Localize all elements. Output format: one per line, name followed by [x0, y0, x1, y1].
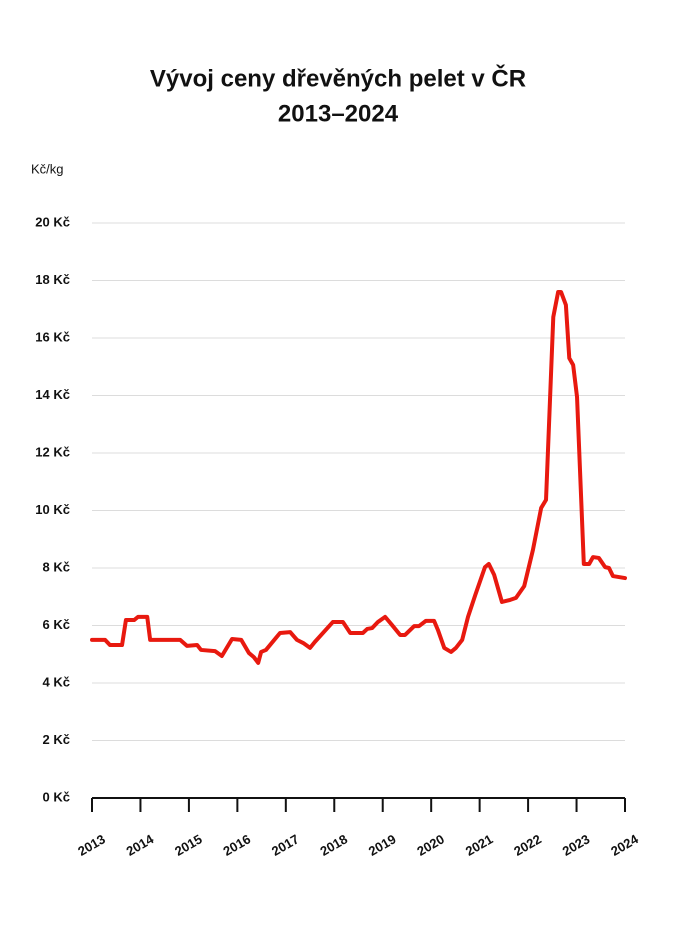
- data-line: [90, 290, 627, 665]
- x-tick-label: 2022: [511, 831, 544, 858]
- x-tick-label: 2016: [221, 831, 254, 858]
- y-axis-label: Kč/kg: [31, 161, 64, 176]
- y-tick-label: 20 Kč: [35, 214, 70, 229]
- y-tick-label: 6 Kč: [43, 617, 70, 632]
- y-tick-label: 18 Kč: [35, 272, 70, 287]
- x-tick-label: 2013: [75, 831, 108, 858]
- x-tick-label: 2020: [414, 831, 447, 858]
- x-tick-label: 2015: [172, 831, 205, 858]
- x-tick-label: 2017: [269, 831, 302, 858]
- y-tick-label: 8 Kč: [43, 559, 70, 574]
- x-tick-label: 2024: [608, 831, 641, 859]
- x-tick-label: 2014: [124, 831, 157, 859]
- y-tick-label: 0 Kč: [43, 789, 70, 804]
- x-tick-label: 2019: [366, 831, 399, 858]
- x-tick-label: 2021: [463, 831, 496, 858]
- chart-subtitle: 2013–2024: [278, 100, 399, 127]
- y-tick-label: 16 Kč: [35, 329, 70, 344]
- x-tick-label: 2018: [317, 831, 350, 858]
- y-tick-label: 12 Kč: [35, 444, 70, 459]
- y-tick-label: 10 Kč: [35, 502, 70, 517]
- y-tick-label: 14 Kč: [35, 387, 70, 402]
- y-tick-label: 4 Kč: [43, 674, 70, 689]
- y-tick-label: 2 Kč: [43, 732, 70, 747]
- chart-title: Vývoj ceny dřevěných pelet v ČR: [150, 64, 526, 92]
- x-tick-label: 2023: [560, 831, 593, 858]
